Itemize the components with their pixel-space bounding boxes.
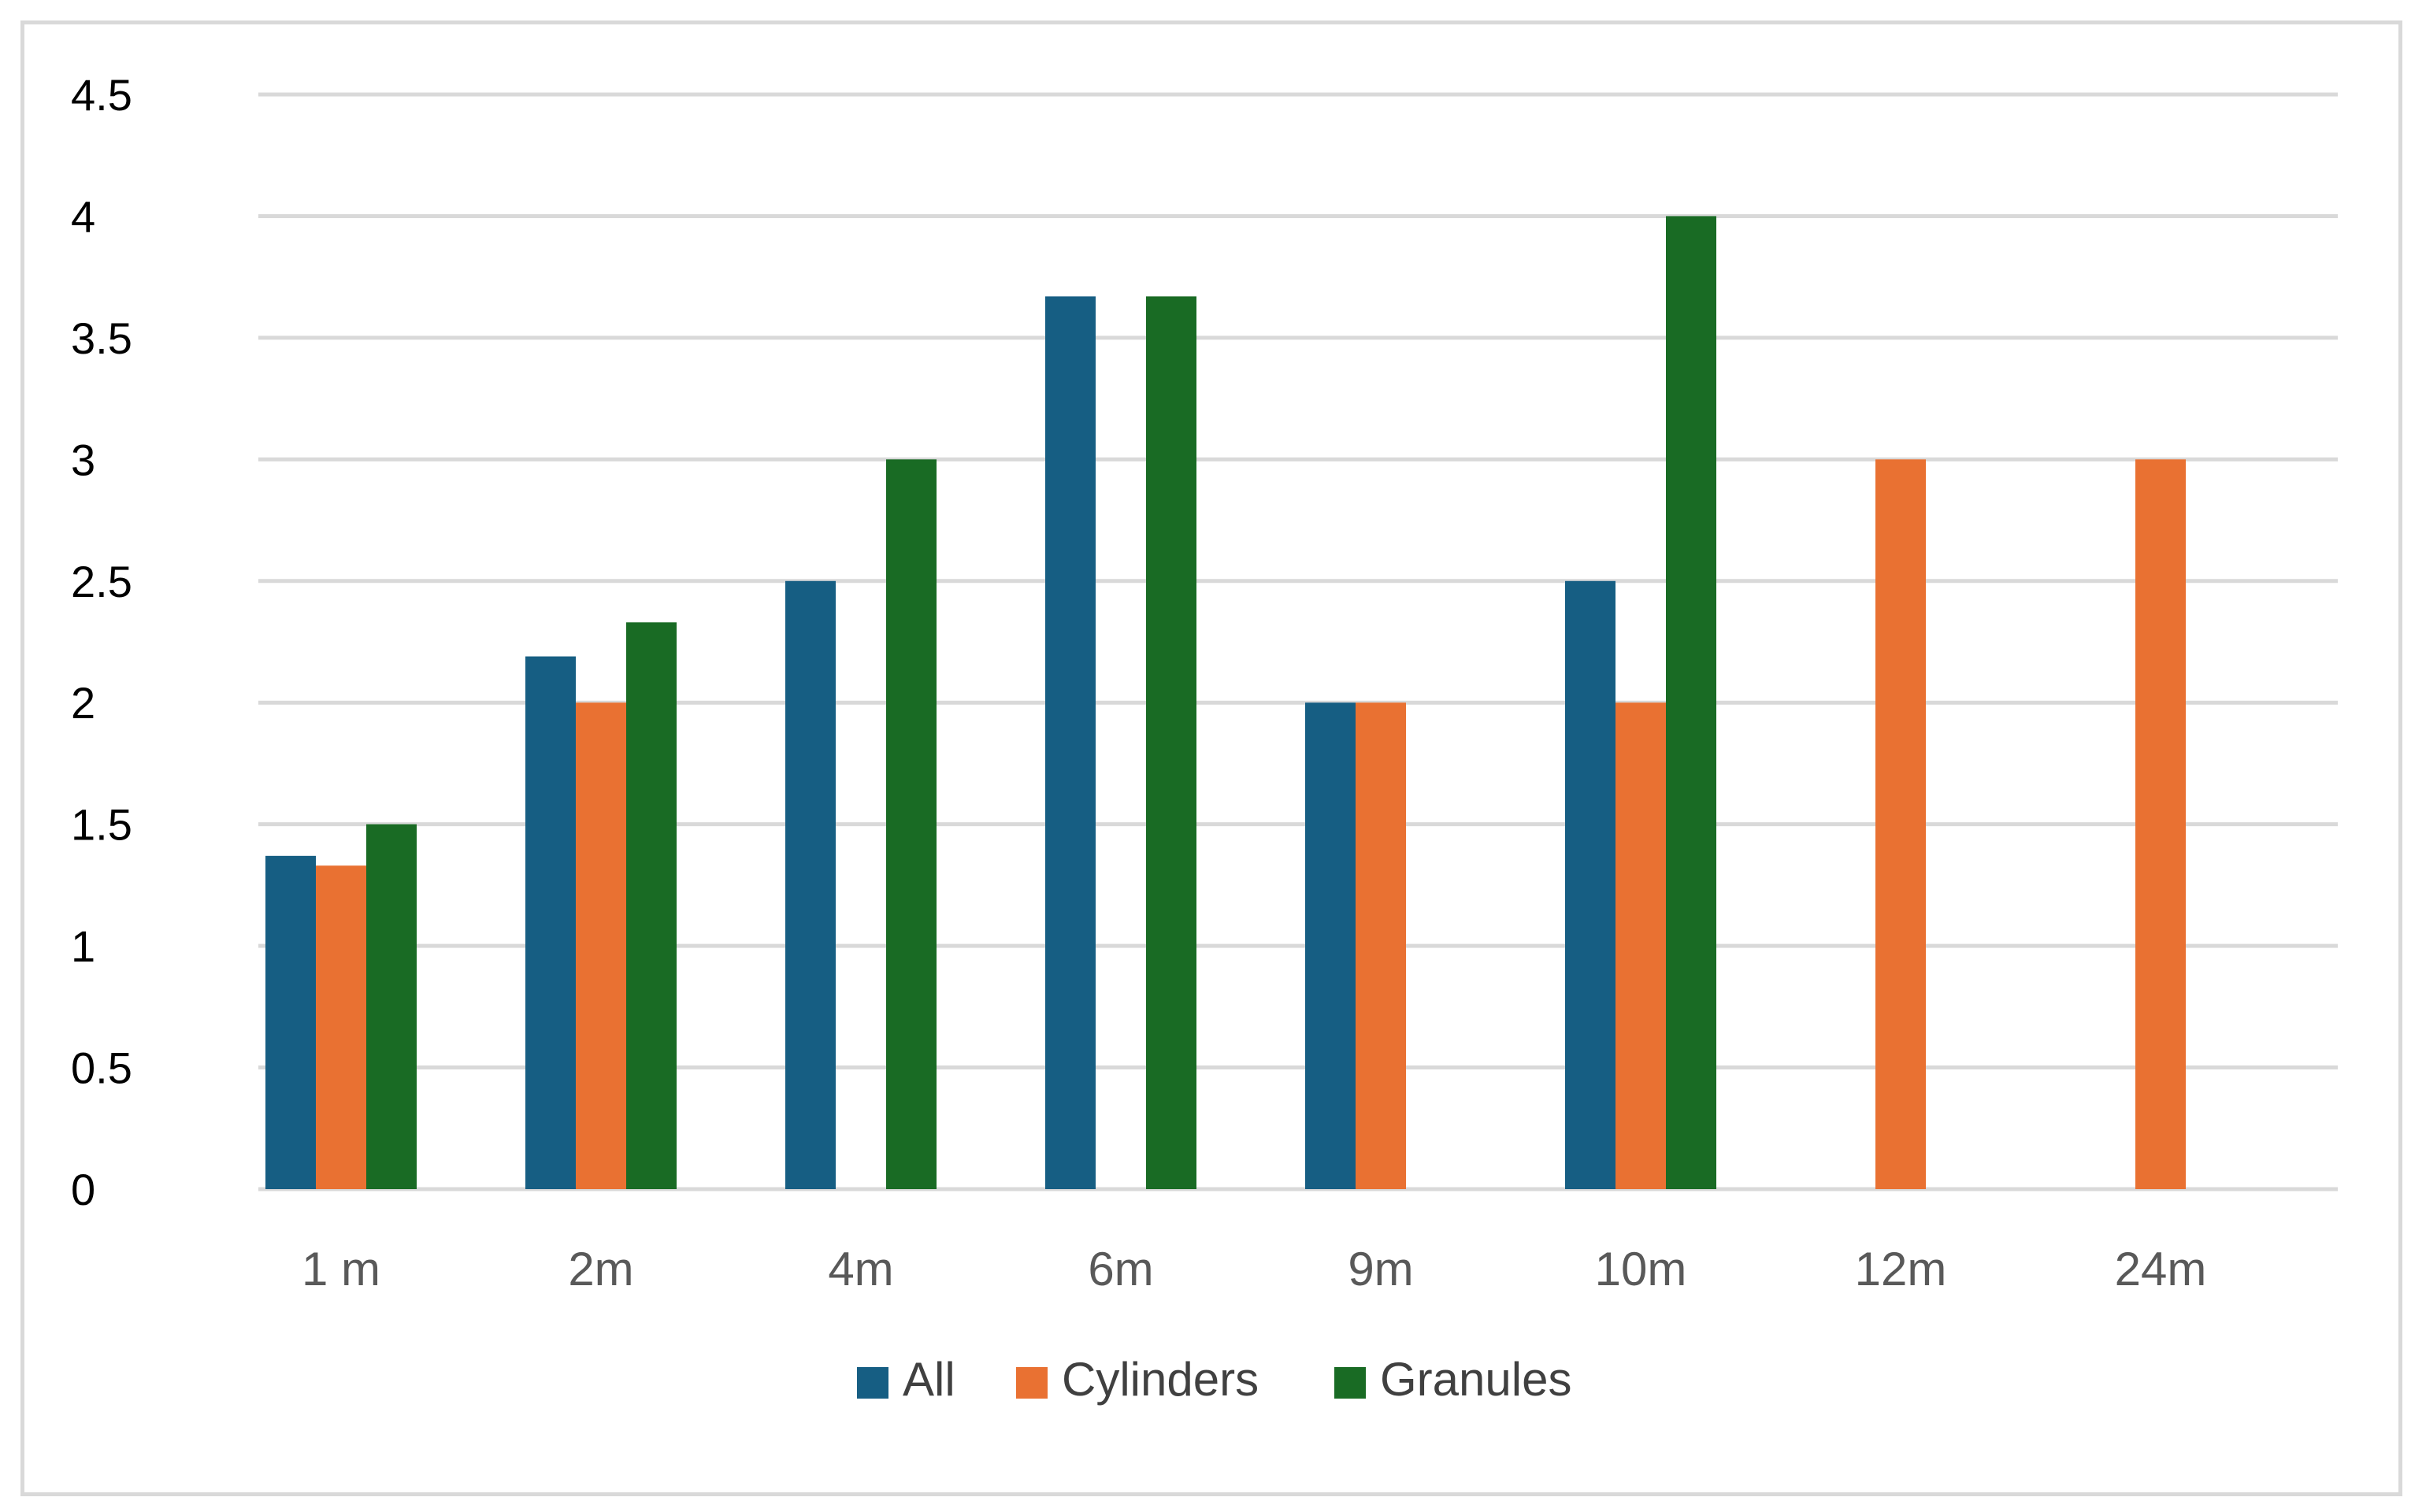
legend-label-all: All <box>903 1353 955 1406</box>
chart-frame <box>20 20 2402 1496</box>
x-tick-label: 1 m <box>302 1243 380 1295</box>
y-tick-label: 1 <box>71 921 95 971</box>
y-tick-label: 0.5 <box>71 1043 132 1093</box>
bar-granules-10m <box>1666 216 1716 1189</box>
x-tick-label: 12m <box>1855 1243 1947 1295</box>
bar-all-10m <box>1565 580 1615 1189</box>
legend-swatch-all <box>857 1367 888 1399</box>
bar-granules-4m <box>886 459 937 1189</box>
legend: All Cylinders Granules <box>857 1353 1571 1406</box>
legend-label-cylinders: Cylinders <box>1062 1353 1259 1406</box>
x-tick-label: 2m <box>568 1243 633 1295</box>
bar-cylinders-1m <box>316 865 366 1189</box>
bar-all-9m <box>1305 702 1356 1189</box>
legend-swatch-cylinders <box>1016 1367 1048 1399</box>
bar-cylinders-10m <box>1615 702 1666 1189</box>
bar-cylinders-2m <box>576 702 626 1189</box>
x-axis-ticks: 1 m 2m 4m 6m 9m 10m 12m 24m <box>302 1243 2206 1295</box>
x-tick-label: 9m <box>1348 1243 1413 1295</box>
bar-all-6m <box>1045 296 1096 1189</box>
bar-cylinders-12m <box>1875 459 1926 1189</box>
x-tick-label: 10m <box>1595 1243 1687 1295</box>
y-tick-label: 4 <box>71 191 95 241</box>
legend-swatch-granules <box>1334 1367 1366 1399</box>
bar-granules-6m <box>1146 296 1196 1189</box>
y-tick-label: 2.5 <box>71 557 132 606</box>
y-tick-label: 4.5 <box>71 70 132 120</box>
y-tick-label: 1.5 <box>71 800 132 850</box>
x-tick-label: 24m <box>2115 1243 2207 1295</box>
y-tick-label: 0 <box>71 1165 95 1214</box>
bar-all-4m <box>785 580 836 1189</box>
bar-granules-1m <box>366 824 417 1189</box>
bars <box>265 216 2186 1189</box>
bar-all-1m <box>265 855 316 1189</box>
y-tick-label: 3 <box>71 435 95 484</box>
bar-all-2m <box>525 656 576 1189</box>
bar-cylinders-9m <box>1356 702 1406 1189</box>
bar-granules-2m <box>626 622 677 1189</box>
y-tick-label: 3.5 <box>71 313 132 363</box>
y-axis-ticks: 0 0.5 1 1.5 2 2.5 3 3.5 4 4.5 <box>71 70 132 1214</box>
legend-label-granules: Granules <box>1380 1353 1571 1406</box>
y-tick-label: 2 <box>71 678 95 728</box>
x-tick-label: 6m <box>1088 1243 1153 1295</box>
x-tick-label: 4m <box>828 1243 893 1295</box>
bar-cylinders-24m <box>2135 459 2186 1189</box>
